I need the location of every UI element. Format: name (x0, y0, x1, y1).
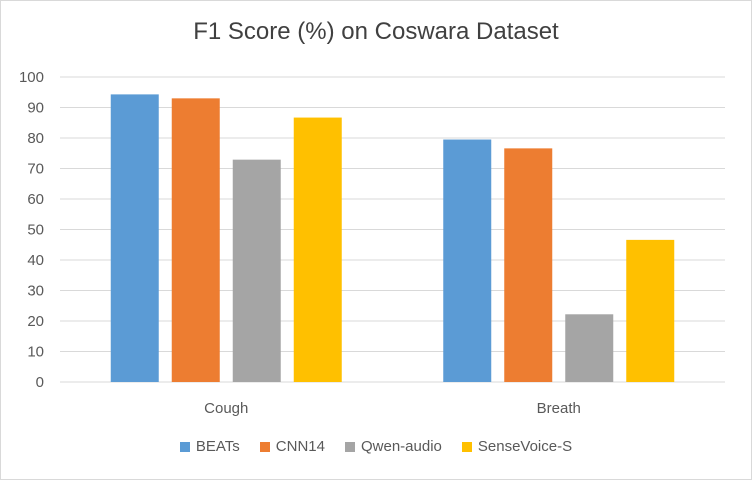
y-tick-label: 40 (27, 252, 44, 269)
y-tick-label: 80 (27, 130, 44, 147)
y-tick-label: 10 (27, 344, 44, 361)
bar (110, 94, 159, 382)
y-tick-label: 70 (27, 161, 44, 178)
y-tick-label: 60 (27, 191, 44, 208)
bar (171, 98, 220, 382)
chart-legend: BEATs CNN14 Qwen-audio SenseVoice-S (0, 438, 752, 455)
bar (626, 239, 675, 382)
chart-title: F1 Score (%) on Coswara Dataset (193, 18, 559, 45)
bar (504, 148, 553, 382)
x-tick-label: Cough (204, 400, 248, 417)
legend-label: BEATs (195, 438, 240, 455)
legend-label: SenseVoice-S (477, 438, 573, 455)
legend-swatch (461, 441, 472, 452)
bar (443, 139, 492, 382)
y-tick-label: 30 (27, 283, 44, 300)
bar (232, 159, 281, 382)
legend-swatch (259, 441, 270, 452)
legend-label: Qwen-audio (360, 438, 442, 455)
y-tick-label: 100 (19, 69, 44, 86)
y-tick-label: 0 (36, 374, 44, 391)
legend-item: Qwen-audio (344, 438, 442, 455)
legend-item: SenseVoice-S (461, 438, 573, 455)
bar (565, 314, 614, 382)
y-tick-label: 90 (27, 100, 44, 117)
y-tick-label: 20 (27, 313, 44, 330)
legend-label: CNN14 (275, 438, 325, 455)
x-tick-label: Breath (537, 400, 581, 417)
legend-item: CNN14 (259, 438, 325, 455)
legend-item: BEATs (179, 438, 240, 455)
legend-swatch (344, 441, 355, 452)
legend-swatch (179, 441, 190, 452)
bar (293, 117, 342, 382)
y-tick-label: 50 (27, 222, 44, 239)
